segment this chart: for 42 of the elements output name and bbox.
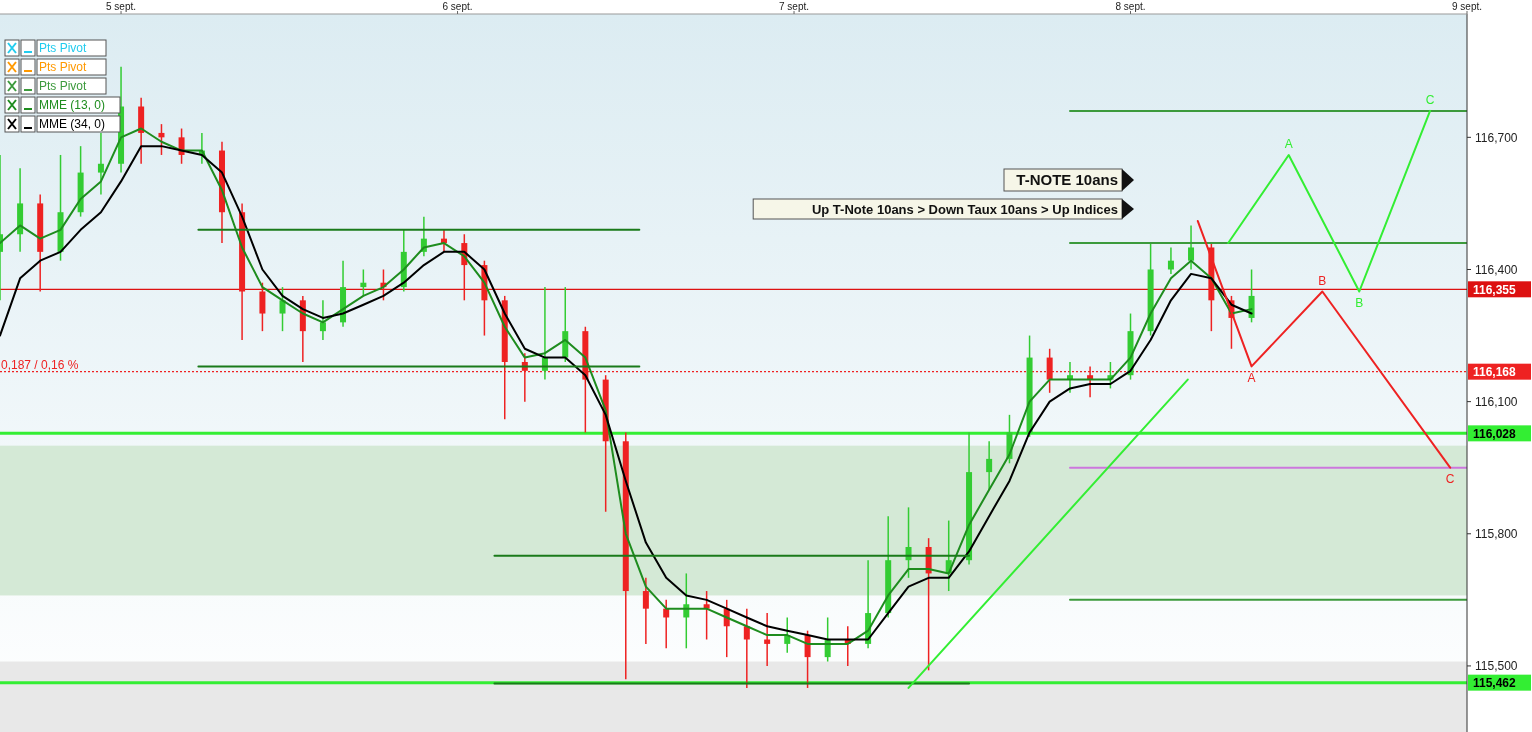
candlestick bbox=[279, 286, 286, 332]
annotation: A bbox=[1247, 370, 1256, 385]
x-tick-label: 9 sept. bbox=[1451, 1, 1483, 12]
y-tick-label: 115,800 bbox=[1475, 526, 1518, 541]
ref-line-label: 116,028 bbox=[1473, 426, 1517, 441]
legend-label: Pts Pivot bbox=[39, 41, 88, 56]
candlestick bbox=[97, 132, 104, 196]
candlestick bbox=[764, 612, 771, 667]
legend-label: Pts Pivot bbox=[39, 79, 88, 94]
x-tick-label: 8 sept. bbox=[1115, 1, 1146, 12]
candlestick bbox=[319, 299, 326, 341]
y-tick-label: 116,400 bbox=[1475, 262, 1518, 277]
candlestick bbox=[703, 590, 710, 641]
y-tick-label: 116,700 bbox=[1475, 130, 1518, 145]
legend-label: Pts Pivot bbox=[39, 60, 88, 75]
annotation: B bbox=[1318, 273, 1327, 288]
y-tick-label: 116,100 bbox=[1475, 394, 1518, 409]
legend-label: MME (34, 0) bbox=[39, 117, 106, 132]
candlestick bbox=[158, 123, 165, 156]
candlestick bbox=[986, 440, 993, 491]
candlestick bbox=[642, 577, 649, 645]
annotation: C bbox=[1445, 471, 1455, 486]
annotation: A bbox=[1284, 137, 1293, 152]
y-tick-label: 115,500 bbox=[1475, 659, 1518, 674]
annotation: Up T-Note 10ans > Down Taux 10ans > Up Indices bbox=[811, 201, 1118, 217]
ref-line-label: 115,462 bbox=[1473, 675, 1517, 690]
candlestick bbox=[360, 268, 367, 297]
candlestick bbox=[1066, 361, 1073, 394]
candlestick bbox=[259, 281, 266, 332]
candlestick bbox=[1188, 224, 1195, 271]
candlestick bbox=[1167, 246, 1174, 275]
legend-label: MME (13, 0) bbox=[39, 98, 106, 113]
x-tick-label: 6 sept. bbox=[442, 1, 473, 12]
annotation: B bbox=[1355, 295, 1364, 310]
annotation: C bbox=[1425, 93, 1435, 108]
ref-line-label: 116,355 bbox=[1473, 282, 1517, 297]
x-tick-label: 5 sept. bbox=[106, 1, 137, 12]
candlestick bbox=[178, 127, 185, 165]
annotation: 0,187 / 0,16 % bbox=[1, 358, 79, 373]
x-tick-label: 7 sept. bbox=[779, 1, 810, 12]
ref-line-label: 116,168 bbox=[1473, 364, 1517, 379]
annotation: T-NOTE 10ans bbox=[1016, 171, 1118, 189]
